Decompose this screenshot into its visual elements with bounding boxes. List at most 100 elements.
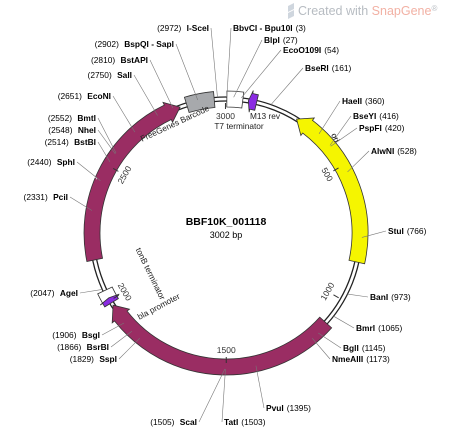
- site-position: (1505): [150, 417, 177, 427]
- site-pspfi[interactable]: PspFI (420): [359, 123, 405, 133]
- site-haeii[interactable]: HaeII (360): [342, 96, 385, 106]
- site-position: (766): [407, 226, 427, 236]
- site-position: (2902): [95, 39, 122, 49]
- site-name: BanI: [370, 292, 388, 302]
- feature-label-bla: bla: [247, 344, 261, 357]
- site-position: (2552): [48, 113, 75, 123]
- site-agei[interactable]: (2047) AgeI: [30, 288, 78, 298]
- site-position: (3): [296, 23, 306, 33]
- site-position: (1503): [241, 417, 265, 427]
- feature-ybhV[interactable]: [83, 101, 181, 262]
- site-name: I-SceI: [187, 23, 209, 33]
- site-i-scei[interactable]: (2972) I-SceI: [157, 23, 209, 33]
- site-name: PciI: [53, 192, 68, 202]
- site-leader-i-scei: [210, 27, 218, 98]
- site-stui[interactable]: StuI (766): [388, 226, 427, 236]
- site-eco0109i[interactable]: EcoO109I (54): [283, 45, 339, 55]
- tick-label: 500: [319, 166, 335, 184]
- site-sali[interactable]: (2750) SalI: [88, 70, 132, 80]
- feature-label-t7-terminator: T7 terminator: [214, 121, 264, 131]
- watermark-brand: SnapGene: [372, 4, 432, 18]
- site-name: BmrI: [356, 323, 375, 333]
- watermark-suffix: ®: [431, 4, 437, 13]
- site-leader-pspfi: [330, 127, 358, 147]
- site-bstbi[interactable]: (2514) BstBI: [45, 137, 96, 147]
- feature-freegenes-barcode[interactable]: [183, 91, 216, 114]
- site-leader-tati: [221, 368, 226, 423]
- site-name: BglI: [343, 343, 359, 353]
- site-bmri[interactable]: BmrI (1065): [356, 323, 403, 333]
- site-bspqi-sapi[interactable]: (2902) BspQI - SapI: [95, 39, 174, 49]
- site-econi[interactable]: (2651) EcoNI: [58, 91, 111, 101]
- site-position: (528): [397, 146, 417, 156]
- site-name: BseYI: [353, 111, 376, 121]
- site-position: (1173): [366, 354, 390, 364]
- feature-m13-rev[interactable]: [247, 90, 259, 113]
- site-nhei[interactable]: (2548) NheI: [48, 125, 96, 135]
- feature-tonb-terminator[interactable]: [97, 286, 117, 304]
- snapgene-logo-icon: [288, 3, 294, 19]
- site-position: (161): [332, 63, 352, 73]
- site-leader-bgli: [318, 332, 342, 349]
- site-name: NheI: [78, 125, 96, 135]
- site-leader-agei: [79, 289, 103, 294]
- site-leader-sali: [133, 74, 158, 116]
- site-name: EcoNI: [87, 91, 111, 101]
- site-pcii[interactable]: (2331) PciI: [24, 192, 68, 202]
- site-name: SalI: [117, 70, 132, 80]
- site-bgli[interactable]: BglI (1145): [343, 343, 386, 353]
- site-name: SphI: [57, 157, 75, 167]
- site-leader-bstapi: [149, 59, 174, 108]
- site-tati[interactable]: TatI (1503): [224, 417, 266, 427]
- site-leader-sphi: [76, 161, 101, 181]
- site-leader-bspqi-sapi: [175, 43, 199, 101]
- site-leader-bseyi: [329, 115, 352, 146]
- site-name: BstAPI: [121, 55, 148, 65]
- site-nmeaiii[interactable]: NmeAIII (1173): [332, 354, 390, 364]
- site-position: (27): [283, 35, 298, 45]
- site-position: (2331): [24, 192, 51, 202]
- site-bsgi[interactable]: (1906) BsgI: [52, 330, 100, 340]
- tick-label: 2000: [116, 281, 134, 303]
- site-position: (1395): [287, 403, 311, 413]
- site-leader-bsrbi: [110, 330, 133, 348]
- site-leader-econi: [112, 95, 136, 133]
- site-leader-bmti: [97, 117, 117, 154]
- feature-label-tonb-terminator: tonB terminator: [134, 246, 168, 302]
- site-bseri[interactable]: BseRI (161): [305, 63, 352, 73]
- site-position: (1906): [52, 330, 79, 340]
- sites-layer: (2972) I-SceI BbvCI - Bpu10I (3)BlpI (27)Ec…: [24, 23, 427, 427]
- site-bani[interactable]: BanI (973): [370, 292, 411, 302]
- feature-label-m13-rev: M13 rev: [250, 111, 281, 121]
- site-bmti[interactable]: (2552) BmtI: [48, 113, 96, 123]
- site-leader-bbvci-bpu10i: [226, 27, 232, 98]
- site-scai[interactable]: (1505) ScaI: [150, 417, 197, 427]
- site-position: (2651): [58, 91, 85, 101]
- feature-t7-terminator[interactable]: [226, 90, 245, 109]
- site-leader-bseri: [270, 67, 304, 105]
- site-position: (1866): [57, 342, 84, 352]
- site-blpi[interactable]: BlpI (27): [264, 35, 298, 45]
- site-bbvci-bpu10i[interactable]: BbvCI - Bpu10I (3): [233, 23, 306, 33]
- site-pvui[interactable]: PvuI (1395): [266, 403, 311, 413]
- site-position: (360): [365, 96, 385, 106]
- site-position: (2548): [48, 125, 75, 135]
- site-leader-sspi: [118, 337, 141, 360]
- site-position: (54): [324, 45, 339, 55]
- site-bstapi[interactable]: (2810) BstAPI: [91, 55, 148, 65]
- site-leader-eco0109i: [241, 49, 282, 99]
- site-name: PvuI: [266, 403, 284, 413]
- site-alwni[interactable]: AlwNI (528): [371, 146, 417, 156]
- site-bseyi[interactable]: BseYI (416): [353, 111, 399, 121]
- site-bsrbi[interactable]: (1866) BsrBI: [57, 342, 109, 352]
- site-sspi[interactable]: (1829) SspI: [70, 354, 117, 364]
- plasmid-name: BBF10K_001118: [186, 216, 267, 228]
- feature-bla[interactable]: [111, 304, 333, 376]
- site-position: (2972): [157, 23, 184, 33]
- site-name: BsrBI: [87, 342, 109, 352]
- site-leader-bani: [347, 293, 369, 298]
- feature-ori[interactable]: [296, 117, 369, 265]
- site-name: HaeII: [342, 96, 362, 106]
- site-name: TatI: [224, 417, 238, 427]
- site-sphi[interactable]: (2440) SphI: [27, 157, 75, 167]
